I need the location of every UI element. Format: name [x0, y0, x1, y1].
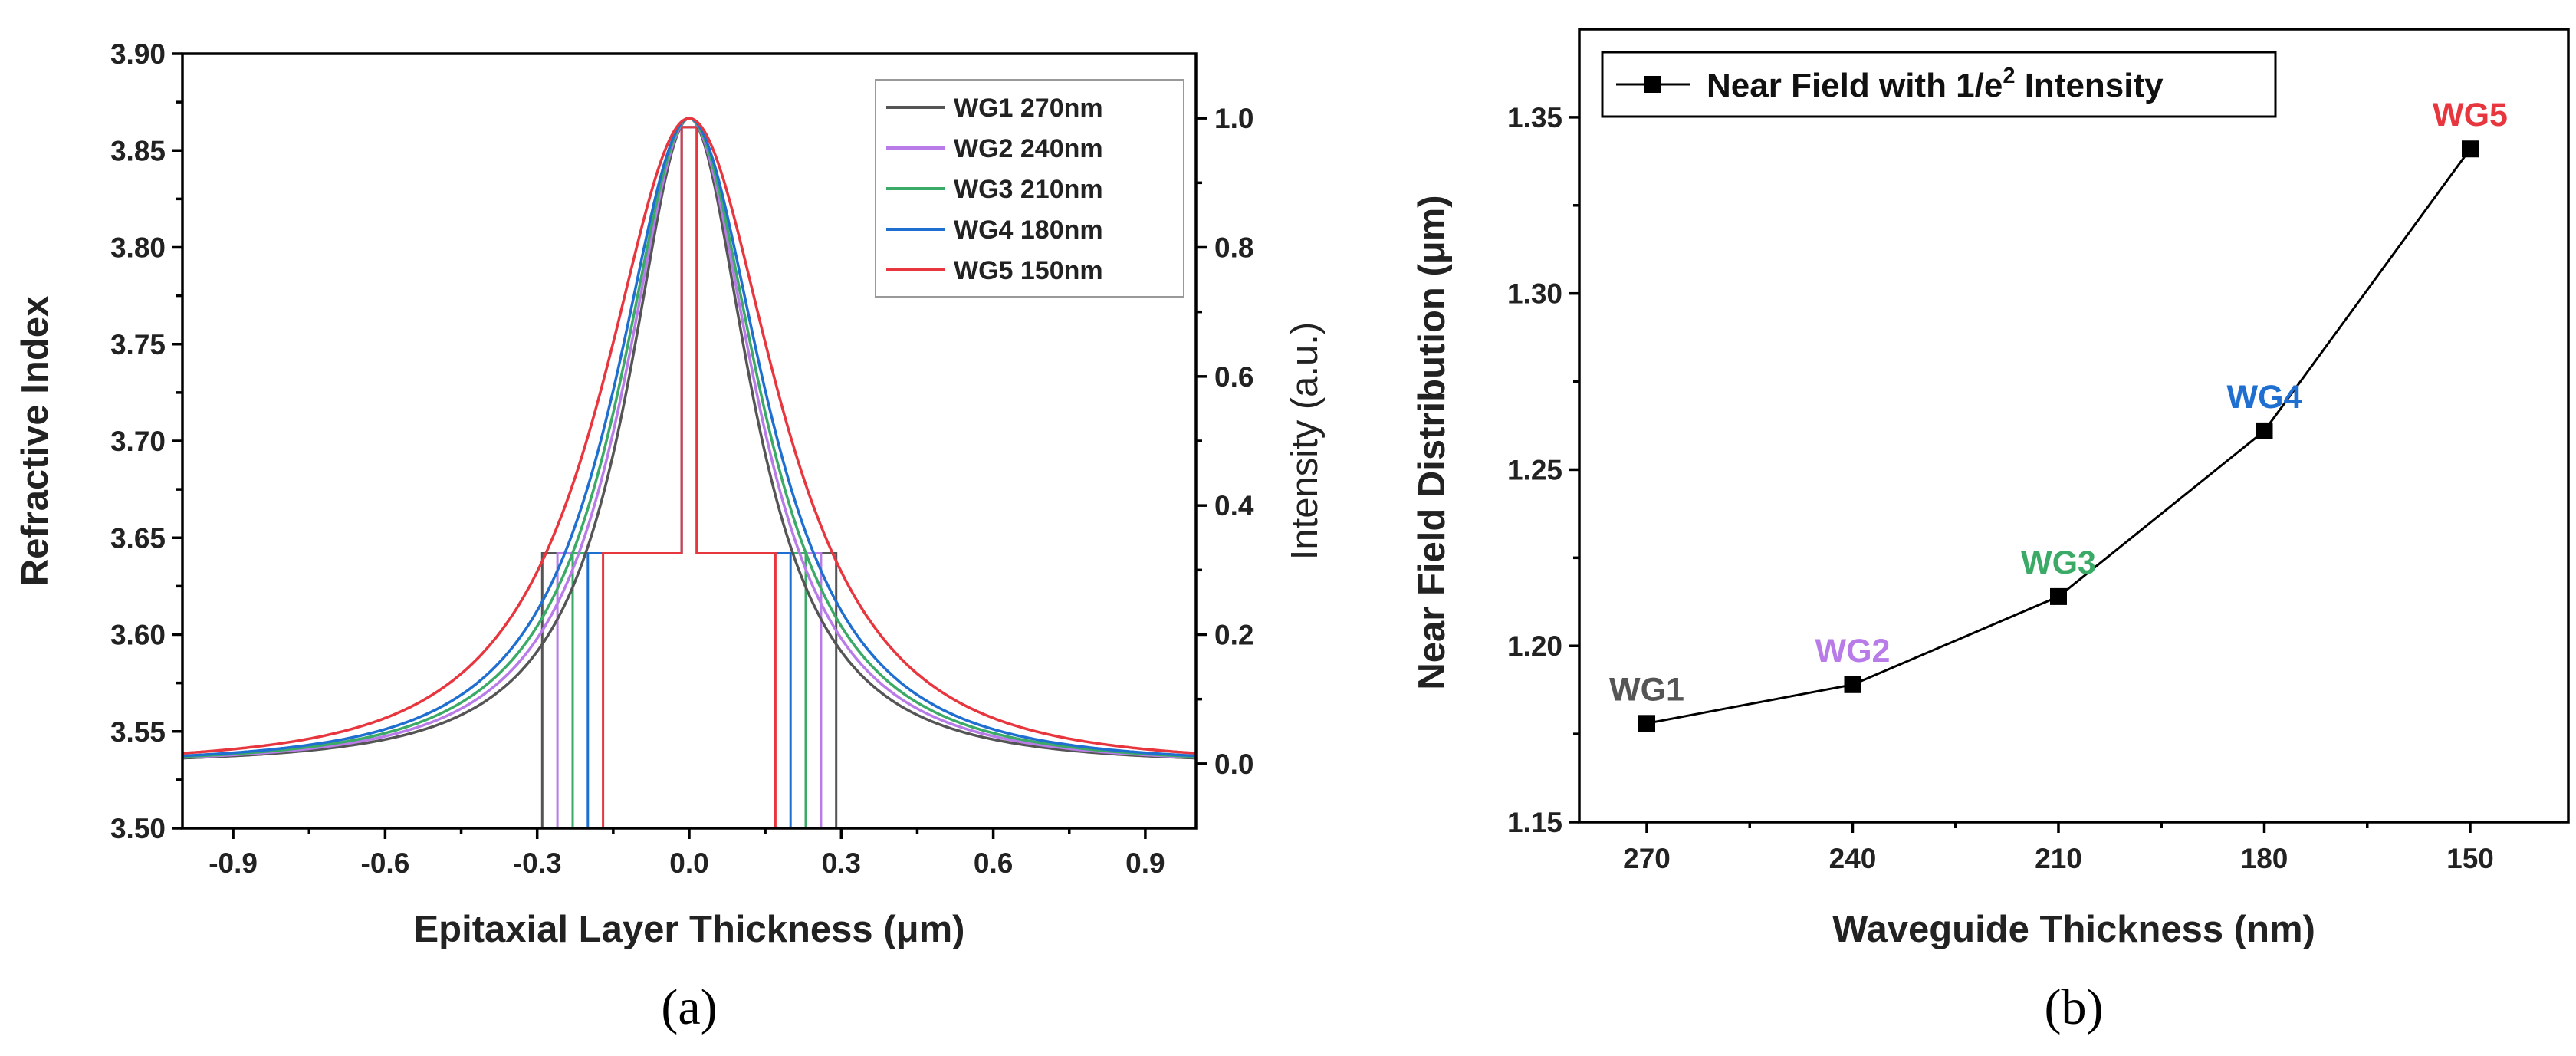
- panel-a-x-axis-title: Epitaxial Layer Thickness (μm): [414, 909, 965, 950]
- data-point-wg3: [2050, 587, 2067, 605]
- y2-tick-label: 0.8: [1214, 232, 1254, 264]
- near-field-series-line: [1646, 148, 2472, 725]
- panel-b-legend-box: [1601, 51, 2277, 118]
- near-field-markers: [1638, 140, 2479, 732]
- y-tick-label: 3.80: [110, 232, 166, 264]
- panel-a-y2-ticks: 0.0 0.2 0.4 0.6 0.8 1.0: [1196, 103, 1254, 780]
- data-point-wg2: [1844, 676, 1861, 693]
- point-label-wg3: WG3: [2021, 544, 2096, 581]
- refractive-index-profiles: [182, 126, 1196, 828]
- legend-label-suffix: Intensity: [2015, 67, 2164, 104]
- legend-label: WG4 180nm: [954, 215, 1103, 245]
- y-tick-label: 3.65: [110, 522, 166, 554]
- y-tick-label: 3.75: [110, 329, 166, 360]
- y-tick-label: 1.30: [1507, 278, 1562, 310]
- legend-label: WG2 240nm: [954, 134, 1103, 163]
- y-tick-label: 3.70: [110, 426, 166, 457]
- x-tick-label: -0.3: [513, 847, 562, 879]
- y2-tick-label: 1.0: [1214, 103, 1254, 134]
- y-tick-label: 1.20: [1507, 630, 1562, 662]
- x-tick-label: 210: [2035, 843, 2082, 874]
- x-tick-label: 180: [2241, 843, 2288, 874]
- panel-a-y2-axis-title: Intensity (a.u.): [1284, 322, 1326, 560]
- x-tick-label: -0.9: [209, 847, 258, 879]
- data-point-wg4: [2256, 422, 2273, 439]
- x-tick-label: 0.0: [669, 847, 708, 879]
- panel-b-legend-label: Near Field with 1/e2 Intensity: [1707, 64, 2164, 104]
- panel-a-label: (a): [661, 979, 717, 1035]
- y2-tick-label: 0.6: [1214, 361, 1254, 393]
- data-point-wg5: [2462, 140, 2479, 158]
- panel-a: -0.9 -0.6 -0.3 0.0 0.3 0.6 0.9 3.50 3.55 3.60 3.6…: [15, 38, 1326, 1035]
- legend-label-superscript: 2: [2003, 64, 2015, 88]
- legend-label: WG5 150nm: [954, 256, 1103, 285]
- data-point-wg1: [1638, 715, 1655, 732]
- y-tick-label: 3.90: [110, 38, 166, 70]
- panel-b-x-axis-title: Waveguide Thickness (nm): [1832, 909, 2315, 950]
- intensity-curve-5: [182, 117, 1196, 755]
- point-label-wg4: WG4: [2227, 379, 2302, 416]
- panel-b-legend: Near Field with 1/e2 Intensity: [1601, 51, 2277, 118]
- y2-tick-label: 0.2: [1214, 620, 1254, 651]
- y2-tick-label: 0.0: [1214, 748, 1254, 780]
- index-profile-5: [182, 126, 1196, 828]
- y-tick-label: 3.50: [110, 813, 166, 844]
- point-label-wg5: WG5: [2433, 97, 2508, 133]
- panel-b-y-ticks: 1.15 1.20 1.25 1.30 1.35: [1507, 102, 1579, 838]
- panel-b: WG1 WG2 WG3 WG4 WG5 270 240 210 180 150 1.15 1.20…: [1411, 28, 2570, 1035]
- legend-label: WG1 270nm: [954, 94, 1103, 123]
- point-label-wg1: WG1: [1609, 671, 1684, 708]
- x-tick-label: -0.6: [361, 847, 410, 879]
- panel-b-axes-frame: [1578, 28, 2570, 824]
- y-tick-label: 1.35: [1507, 102, 1562, 133]
- x-tick-label: 270: [1623, 843, 1671, 874]
- intensity-profiles: [182, 117, 1196, 760]
- panel-a-x-ticks: -0.9 -0.6 -0.3 0.0 0.3 0.6 0.9: [209, 828, 1165, 879]
- legend-label: WG3 210nm: [954, 175, 1103, 204]
- y-tick-label: 1.25: [1507, 454, 1562, 485]
- panel-a-legend: WG1 270nm WG2 240nm WG3 210nm WG4 180nm WG5 …: [875, 79, 1184, 298]
- point-label-wg2: WG2: [1815, 633, 1891, 669]
- waveguide-point-labels: WG1 WG2 WG3 WG4 WG5: [1609, 97, 2508, 708]
- panel-a-y-ticks: 3.50 3.55 3.60 3.65 3.70 3.75 3.80 3.85 3.90: [110, 38, 182, 844]
- panel-b-x-ticks: 270 240 210 180 150: [1623, 822, 2494, 874]
- x-tick-label: 0.6: [974, 847, 1013, 879]
- x-tick-label: 0.3: [822, 847, 861, 879]
- x-tick-label: 0.9: [1125, 847, 1165, 879]
- y-tick-label: 3.55: [110, 716, 166, 748]
- panel-a-y-axis-title: Refractive Index: [15, 296, 56, 587]
- panel-b-legend-marker: [1644, 76, 1661, 93]
- x-tick-label: 150: [2446, 843, 2494, 874]
- y-tick-label: 1.15: [1507, 807, 1562, 838]
- panel-b-y-axis-title: Near Field Distribution (μm): [1411, 195, 1453, 689]
- x-tick-label: 240: [1829, 843, 1877, 874]
- panel-b-label: (b): [2045, 979, 2104, 1035]
- y-tick-label: 3.60: [110, 620, 166, 651]
- y-tick-label: 3.85: [110, 135, 166, 166]
- y2-tick-label: 0.4: [1214, 490, 1254, 521]
- legend-label-prefix: Near Field with 1/e: [1707, 67, 2003, 104]
